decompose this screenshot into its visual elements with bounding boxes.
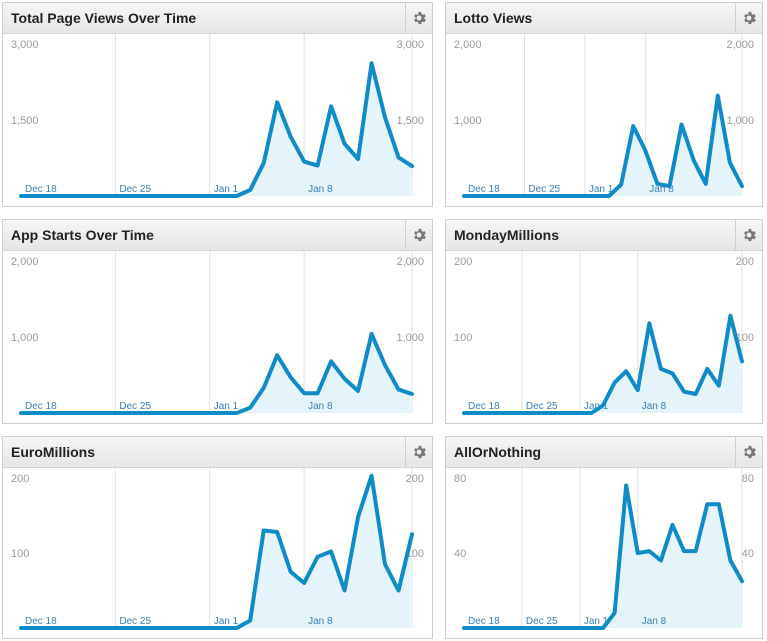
y-tick-label: 1,500 bbox=[396, 115, 424, 127]
x-tick-label: Jan 8 bbox=[308, 184, 333, 195]
y-tick-label: 40 bbox=[454, 548, 466, 560]
y-tick-label: 1,000 bbox=[454, 115, 482, 127]
chart-panel-monday-millions: MondayMillions 100 100 200 200 Dec 18 Dec 25 J… bbox=[445, 219, 763, 424]
x-tick-label: Jan 1 bbox=[214, 616, 239, 627]
x-tick-label: Dec 25 bbox=[119, 184, 151, 195]
x-tick-label: Jan 8 bbox=[308, 616, 333, 627]
y-tick-label: 40 bbox=[742, 548, 754, 560]
series-area bbox=[464, 485, 742, 628]
y-tick-label: 2,000 bbox=[396, 256, 424, 268]
y-tick-label: 200 bbox=[406, 473, 424, 485]
series-line bbox=[19, 331, 414, 415]
x-tick-label: Dec 25 bbox=[119, 401, 151, 412]
chart-panel-all-or-nothing: AllOrNothing 40 40 80 80 Dec 18 Dec 25 Jan 1 Ja… bbox=[445, 436, 763, 639]
y-tick-label: 200 bbox=[454, 256, 472, 268]
x-tick-label: Dec 18 bbox=[468, 401, 500, 412]
chart-svg: 100 100 200 200 Dec 18 Dec 25 Jan 1 Jan 8 bbox=[454, 251, 754, 415]
y-tick-label: 100 bbox=[406, 548, 424, 560]
x-tick-label: Jan 1 bbox=[584, 616, 609, 627]
series-line bbox=[462, 93, 744, 198]
y-tick-label: 2,000 bbox=[726, 39, 754, 51]
series-area bbox=[464, 315, 742, 413]
gear-icon[interactable] bbox=[735, 437, 762, 467]
series-area bbox=[21, 63, 412, 197]
chart-svg: 100 100 200 200 Dec 18 Dec 25 Jan 1 Jan 8 bbox=[11, 468, 424, 630]
x-tick-label: Dec 25 bbox=[528, 184, 560, 195]
series-line bbox=[462, 483, 744, 630]
y-tick-label: 3,000 bbox=[396, 39, 424, 51]
gear-icon[interactable] bbox=[405, 220, 432, 250]
x-tick-label: Dec 18 bbox=[468, 616, 500, 627]
panel-header: Lotto Views bbox=[446, 3, 762, 34]
y-tick-label: 100 bbox=[736, 332, 754, 344]
x-tick-label: Dec 25 bbox=[119, 616, 151, 627]
chart-title: Lotto Views bbox=[454, 10, 533, 26]
y-tick-label: 2,000 bbox=[454, 39, 482, 51]
panel-header: AllOrNothing bbox=[446, 437, 762, 468]
y-tick-label: 200 bbox=[11, 473, 29, 485]
y-tick-label: 80 bbox=[742, 473, 754, 485]
x-tick-label: Jan 8 bbox=[642, 616, 667, 627]
x-tick-label: Dec 18 bbox=[25, 184, 57, 195]
chart-panel-total-page-views: Total Page Views Over Time 1,500 1,500 3,0… bbox=[2, 2, 433, 207]
y-tick-label: 100 bbox=[11, 548, 29, 560]
x-tick-label: Jan 8 bbox=[308, 401, 333, 412]
y-tick-label: 80 bbox=[454, 473, 466, 485]
gear-icon[interactable] bbox=[405, 3, 432, 33]
chart-panel-lotto-views: Lotto Views 1,000 1,000 2,000 2,000 Dec 18 De… bbox=[445, 2, 763, 207]
chart-title: MondayMillions bbox=[454, 227, 559, 243]
y-tick-label: 3,000 bbox=[11, 39, 39, 51]
y-tick-label: 2,000 bbox=[11, 256, 39, 268]
gear-icon[interactable] bbox=[405, 437, 432, 467]
x-tick-label: Dec 25 bbox=[526, 401, 558, 412]
series-line bbox=[19, 473, 414, 630]
chart-svg: 1,500 1,500 3,000 3,000 Dec 18 Dec 25 Jan 1 Jan… bbox=[11, 34, 424, 198]
y-tick-label: 200 bbox=[736, 256, 754, 268]
x-tick-label: Dec 18 bbox=[25, 401, 57, 412]
x-tick-label: Jan 1 bbox=[214, 184, 239, 195]
x-tick-label: Jan 1 bbox=[589, 184, 614, 195]
chart-svg: 1,000 1,000 2,000 2,000 Dec 18 Dec 25 Jan 1 Jan… bbox=[454, 34, 754, 198]
series-area bbox=[464, 95, 742, 196]
x-tick-label: Jan 8 bbox=[642, 401, 667, 412]
y-tick-label: 1,000 bbox=[11, 332, 39, 344]
chart-panel-euro-millions: EuroMillions 100 100 200 200 Dec 18 Dec 25 Jan… bbox=[2, 436, 433, 639]
x-tick-label: Dec 18 bbox=[25, 616, 57, 627]
panel-header: App Starts Over Time bbox=[3, 220, 432, 251]
gear-icon[interactable] bbox=[735, 3, 762, 33]
panel-header: MondayMillions bbox=[446, 220, 762, 251]
chart-title: AllOrNothing bbox=[454, 444, 542, 460]
y-tick-label: 1,500 bbox=[11, 115, 39, 127]
chart-title: EuroMillions bbox=[11, 444, 95, 460]
panel-header: Total Page Views Over Time bbox=[3, 3, 432, 34]
chart-title: Total Page Views Over Time bbox=[11, 10, 197, 26]
series-line bbox=[19, 61, 414, 198]
series-area bbox=[21, 475, 412, 628]
x-tick-label: Dec 25 bbox=[526, 616, 558, 627]
x-tick-label: Jan 1 bbox=[584, 401, 609, 412]
panel-header: EuroMillions bbox=[3, 437, 432, 468]
y-tick-label: 1,000 bbox=[726, 115, 754, 127]
x-tick-label: Jan 8 bbox=[649, 184, 674, 195]
chart-title: App Starts Over Time bbox=[11, 227, 154, 243]
y-tick-label: 1,000 bbox=[396, 332, 424, 344]
chart-svg: 40 40 80 80 Dec 18 Dec 25 Jan 1 Jan 8 bbox=[454, 468, 754, 630]
chart-svg: 1,000 1,000 2,000 2,000 Dec 18 Dec 25 Jan 1 Jan… bbox=[11, 251, 424, 415]
chart-panel-app-starts: App Starts Over Time 1,000 1,000 2,000 2,00… bbox=[2, 219, 433, 424]
series-line bbox=[462, 313, 744, 415]
gear-icon[interactable] bbox=[735, 220, 762, 250]
y-tick-label: 100 bbox=[454, 332, 472, 344]
x-tick-label: Dec 18 bbox=[468, 184, 500, 195]
x-tick-label: Jan 1 bbox=[214, 401, 239, 412]
